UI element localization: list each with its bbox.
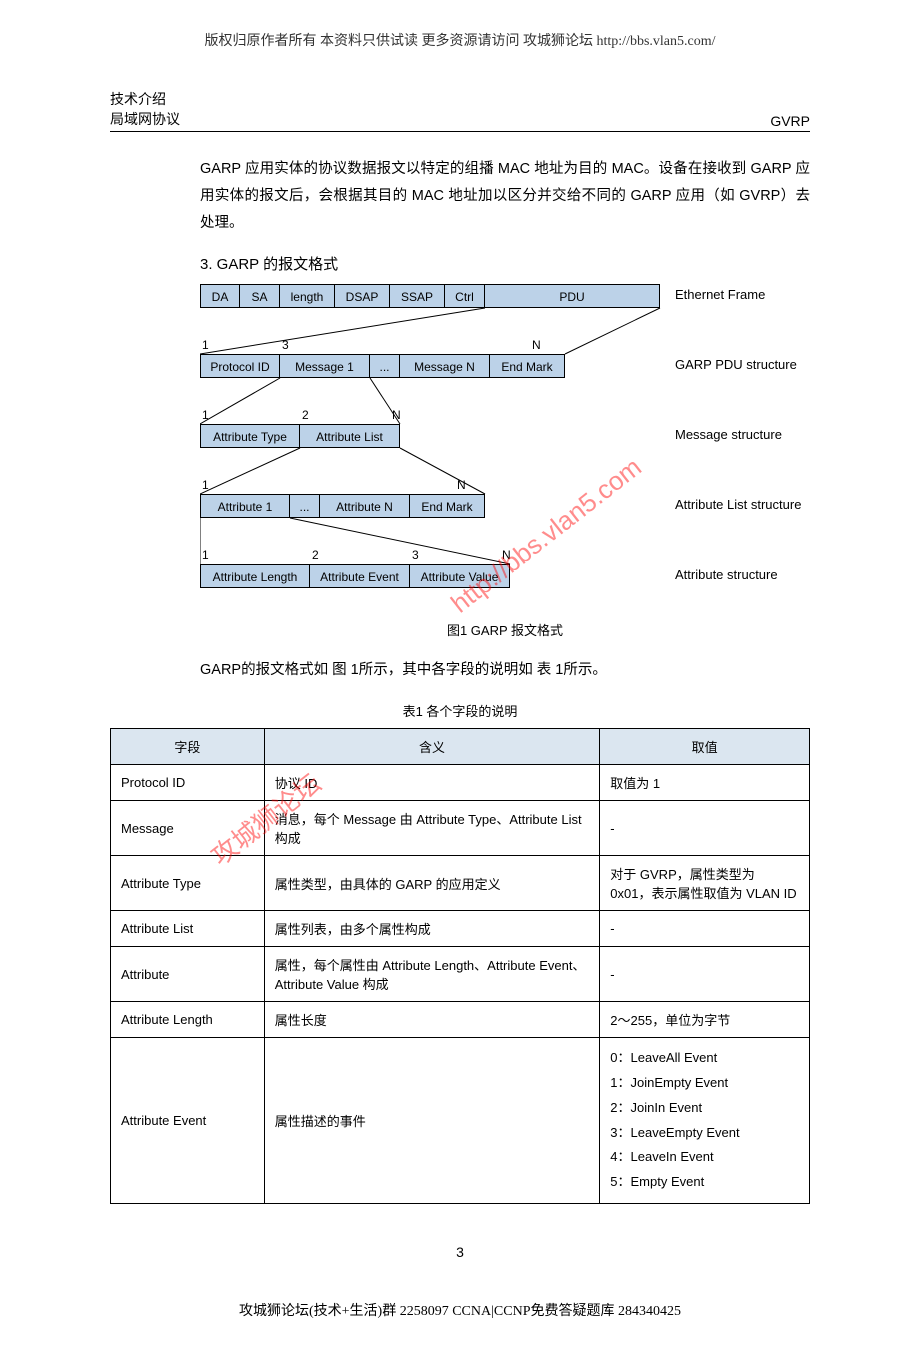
diagram-row: Attribute TypeAttribute List <box>200 424 400 448</box>
event-item: 5：Empty Event <box>610 1170 799 1195</box>
event-item: 3：LeaveEmpty Event <box>610 1121 799 1146</box>
table-column-header: 字段 <box>111 729 265 765</box>
diagram-tick: 1 <box>202 548 209 562</box>
table-cell: 消息，每个 Message 由 Attribute Type、Attribute… <box>264 801 600 856</box>
header-lan-protocol: 局域网协议 <box>110 110 180 130</box>
table-cell: 属性，每个属性由 Attribute Length、Attribute Even… <box>264 947 600 1002</box>
diagram-tick: N <box>502 548 511 562</box>
table-row: Attribute属性，每个属性由 Attribute Length、Attri… <box>111 947 810 1002</box>
diagram-cell: length <box>280 284 335 308</box>
table-cell: Protocol ID <box>111 765 265 801</box>
diagram-cell: Attribute Event <box>310 564 410 588</box>
diagram-cell: End Mark <box>410 494 485 518</box>
table-cell: - <box>600 911 810 947</box>
document-page: 版权归原作者所有 本资料只供试读 更多资源请访问 攻城狮论坛 http://bb… <box>0 0 920 1350</box>
table-cell: Attribute List <box>111 911 265 947</box>
diagram-cell: PDU <box>485 284 660 308</box>
table-1-caption: 表1 各个字段的说明 <box>110 701 810 720</box>
diagram-tick: 2 <box>312 548 319 562</box>
field-description-table: 字段含义取值 Protocol ID协议 ID取值为 1Message消息，每个… <box>110 728 810 1203</box>
diagram-row-label: Ethernet Frame <box>675 287 765 302</box>
table-column-header: 取值 <box>600 729 810 765</box>
diagram-row-label: GARP PDU structure <box>675 357 797 372</box>
event-item: 0：LeaveAll Event <box>610 1046 799 1071</box>
diagram-row: DASAlengthDSAPSSAPCtrlPDU <box>200 284 660 308</box>
diagram-tick: 1 <box>202 478 209 492</box>
event-item: 4：LeaveIn Event <box>610 1145 799 1170</box>
table-cell: 取值为 1 <box>600 765 810 801</box>
diagram-cell: Message N <box>400 354 490 378</box>
diagram-cell: SA <box>240 284 280 308</box>
diagram-row: Attribute LengthAttribute EventAttribute… <box>200 564 510 588</box>
paragraph-intro: GARP 应用实体的协议数据报文以特定的组播 MAC 地址为目的 MAC。设备在… <box>200 156 810 236</box>
copyright-header: 版权归原作者所有 本资料只供试读 更多资源请访问 攻城狮论坛 http://bb… <box>110 30 810 50</box>
diagram-row-label: Message structure <box>675 427 782 442</box>
table-cell: - <box>600 801 810 856</box>
diagram-row: Attribute 1...Attribute NEnd Mark <box>200 494 485 518</box>
diagram-cell: Attribute N <box>320 494 410 518</box>
table-cell: 对于 GVRP，属性类型为 0x01，表示属性取值为 VLAN ID <box>600 856 810 911</box>
page-number: 3 <box>110 1244 810 1260</box>
table-row: Protocol ID协议 ID取值为 1 <box>111 765 810 801</box>
event-item: 2：JoinIn Event <box>610 1096 799 1121</box>
table-row: Attribute List属性列表，由多个属性构成- <box>111 911 810 947</box>
table-cell: Attribute Type <box>111 856 265 911</box>
paragraph-table-intro: GARP的报文格式如 图 1所示，其中各字段的说明如 表 1所示。 <box>200 657 810 684</box>
diagram-cell: Message 1 <box>280 354 370 378</box>
diagram-row-label: Attribute structure <box>675 567 778 582</box>
diagram-cell: Attribute Type <box>200 424 300 448</box>
table-row: Attribute Event属性描述的事件0：LeaveAll Event1：… <box>111 1038 810 1203</box>
table-cell: Attribute <box>111 947 265 1002</box>
diagram-tick: N <box>532 338 541 352</box>
diagram-cell: Protocol ID <box>200 354 280 378</box>
diagram-tick: 3 <box>412 548 419 562</box>
diagram-cell: Attribute Length <box>200 564 310 588</box>
table-row: Attribute Type属性类型，由具体的 GARP 的应用定义对于 GVR… <box>111 856 810 911</box>
diagram-tick: 1 <box>202 408 209 422</box>
content-body: GARP 应用实体的协议数据报文以特定的组播 MAC 地址为目的 MAC。设备在… <box>200 156 810 683</box>
diagram-tick: N <box>392 408 401 422</box>
diagram-cell: Ctrl <box>445 284 485 308</box>
diagram-cell: DSAP <box>335 284 390 308</box>
table-cell: 属性列表，由多个属性构成 <box>264 911 600 947</box>
diagram-cell: End Mark <box>490 354 565 378</box>
diagram-cell: Attribute Value <box>410 564 510 588</box>
table-body: Protocol ID协议 ID取值为 1Message消息，每个 Messag… <box>111 765 810 1203</box>
garp-packet-diagram: DASAlengthDSAPSSAPCtrlPDU Ethernet Frame 1… <box>200 284 810 614</box>
header-tech-intro: 技术介绍 <box>110 90 180 110</box>
page-header: 技术介绍 局域网协议 GVRP <box>110 90 810 132</box>
table-cell: 2～255，单位为字节 <box>600 1002 810 1038</box>
table-cell: Message <box>111 801 265 856</box>
event-item: 1：JoinEmpty Event <box>610 1071 799 1096</box>
table-column-header: 含义 <box>264 729 600 765</box>
figure-1-caption: 图1 GARP 报文格式 <box>200 620 810 639</box>
footer-text: 攻城狮论坛(技术+生活)群 2258097 CCNA|CCNP免费答疑题库 28… <box>110 1300 810 1320</box>
diagram-tick: N <box>457 478 466 492</box>
diagram-tick: 3 <box>282 338 289 352</box>
table-cell: Attribute Event <box>111 1038 265 1203</box>
table-cell: 属性类型，由具体的 GARP 的应用定义 <box>264 856 600 911</box>
table-cell: 属性描述的事件 <box>264 1038 600 1203</box>
header-right: GVRP <box>770 113 810 129</box>
diagram-tick: 1 <box>202 338 209 352</box>
diagram-cell: DA <box>200 284 240 308</box>
table-header-row: 字段含义取值 <box>111 729 810 765</box>
table-cell: - <box>600 947 810 1002</box>
diagram-cell: Attribute 1 <box>200 494 290 518</box>
diagram-row-label: Attribute List structure <box>675 497 801 512</box>
diagram-cell: ... <box>370 354 400 378</box>
section-heading-3: 3. GARP 的报文格式 <box>200 253 810 274</box>
diagram-cell: ... <box>290 494 320 518</box>
table-cell: 0：LeaveAll Event1：JoinEmpty Event2：JoinI… <box>600 1038 810 1203</box>
header-left: 技术介绍 局域网协议 <box>110 90 180 129</box>
table-cell: Attribute Length <box>111 1002 265 1038</box>
table-row: Message消息，每个 Message 由 Attribute Type、At… <box>111 801 810 856</box>
diagram-cell: SSAP <box>390 284 445 308</box>
diagram-tick: 2 <box>302 408 309 422</box>
diagram-cell: Attribute List <box>300 424 400 448</box>
diagram-row: Protocol IDMessage 1...Message NEnd Mark <box>200 354 565 378</box>
table-cell: 属性长度 <box>264 1002 600 1038</box>
table-cell: 协议 ID <box>264 765 600 801</box>
table-row: Attribute Length属性长度2～255，单位为字节 <box>111 1002 810 1038</box>
